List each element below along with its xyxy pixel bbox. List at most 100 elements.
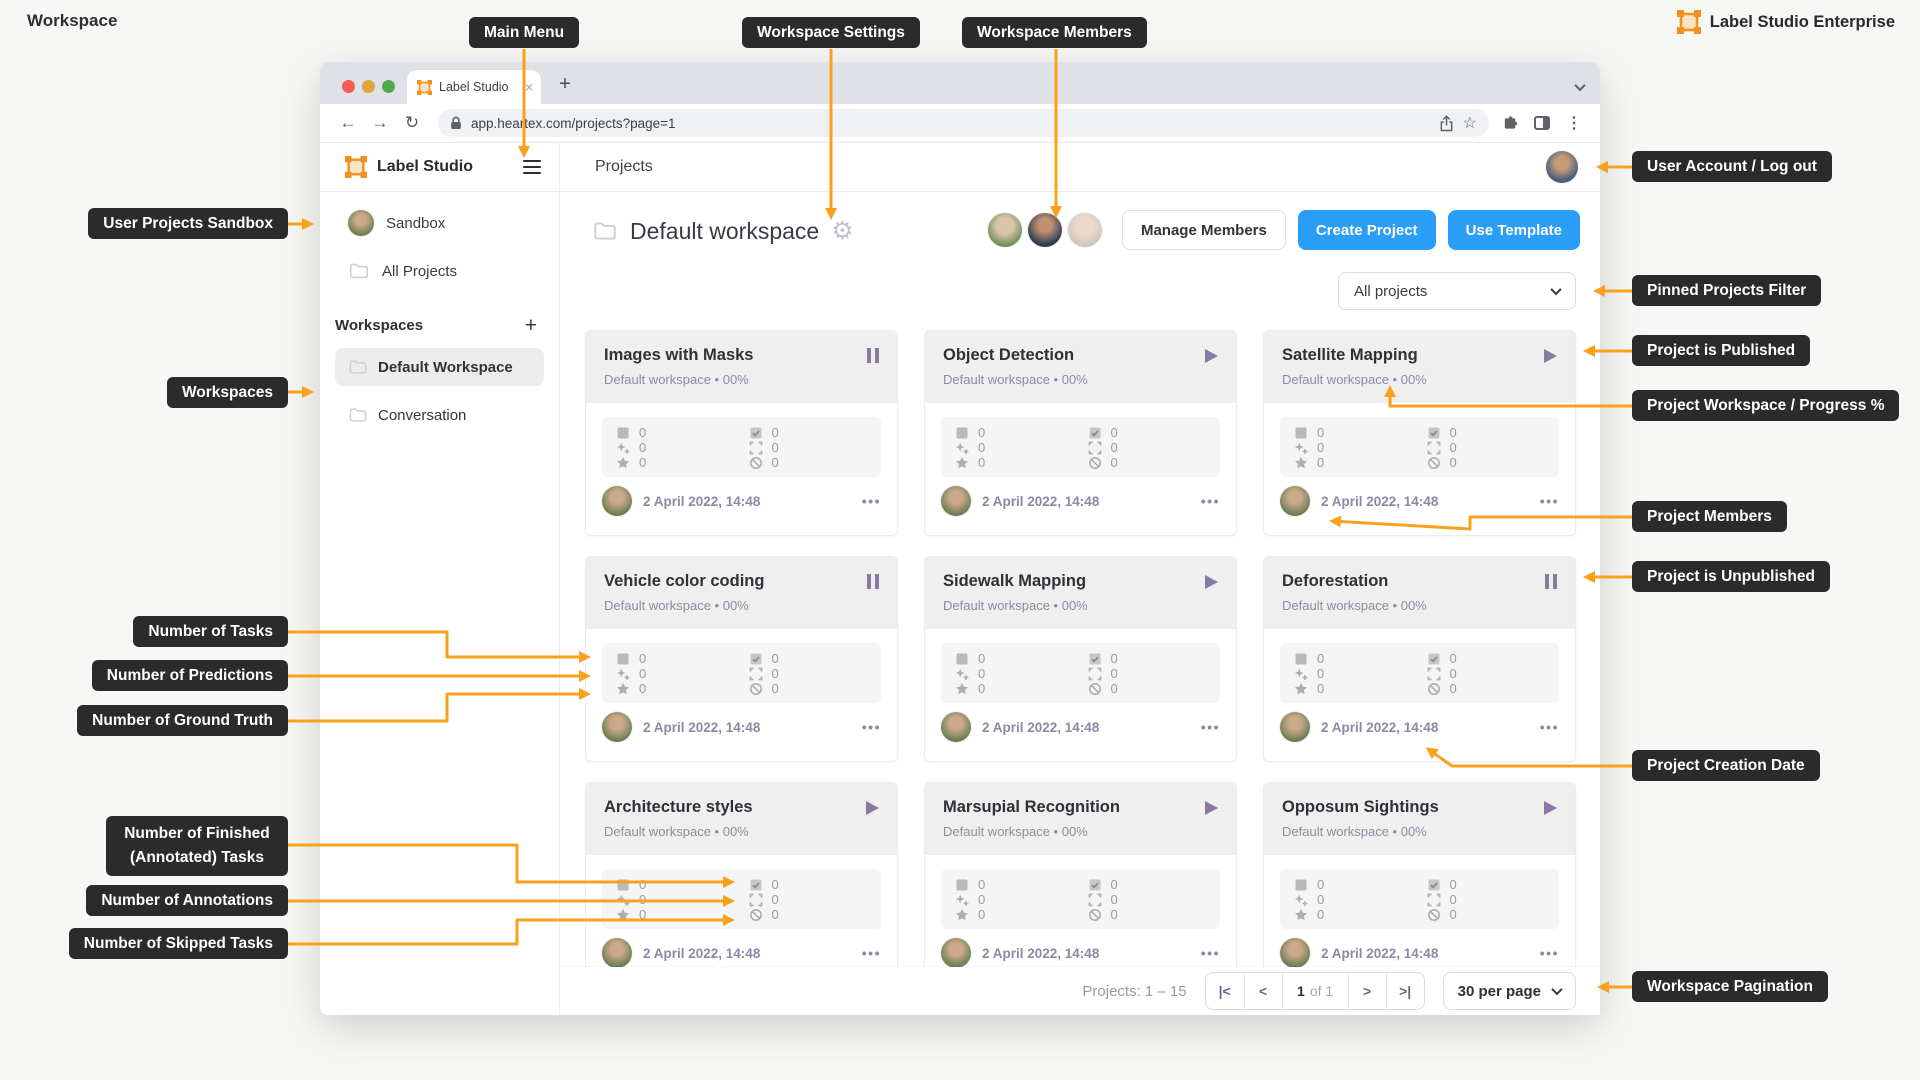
window-zoom-button[interactable]	[382, 80, 395, 93]
browser-tab[interactable]: Label Studio ×	[407, 70, 541, 104]
next-page-button[interactable]	[1347, 973, 1386, 1009]
manage-members-button[interactable]: Manage Members	[1121, 210, 1286, 250]
project-card-footer: 2 April 2022, 14:48	[586, 703, 897, 742]
workspace-settings-gear-icon[interactable]: ⚙	[831, 216, 854, 245]
project-card[interactable]: Vehicle color coding Default workspace •…	[585, 556, 898, 762]
member-avatar[interactable]	[1067, 213, 1102, 247]
annotations-frame-icon	[1427, 667, 1440, 680]
pinned-projects-filter-dropdown[interactable]: All projects	[1338, 272, 1576, 310]
current-page: 1	[1297, 983, 1305, 999]
predictions-count: 0	[639, 666, 647, 681]
add-workspace-button[interactable]: +	[524, 313, 537, 337]
project-card-header: Vehicle color coding Default workspace •…	[586, 557, 897, 629]
finished-count: 0	[771, 651, 779, 666]
skipped-slash-icon	[1427, 908, 1440, 921]
window-close-button[interactable]	[342, 80, 355, 93]
predictions-count: 0	[978, 666, 986, 681]
project-card-header: Images with Masks Default workspace • 00…	[586, 331, 897, 403]
callout-number-of-ground-truth: Number of Ground Truth	[77, 705, 288, 736]
main-menu-hamburger-icon[interactable]	[523, 160, 541, 174]
project-grid: Images with Masks Default workspace • 00…	[585, 330, 1576, 988]
sidebar-item-conversation[interactable]: Conversation	[335, 396, 544, 434]
last-page-button[interactable]	[1385, 973, 1424, 1009]
project-card-header: Satellite Mapping Default workspace • 00…	[1264, 331, 1575, 403]
finished-check-icon	[1089, 427, 1100, 438]
sidebar-item-all-projects[interactable]: All Projects	[320, 250, 559, 292]
member-avatar[interactable]	[1027, 213, 1062, 247]
address-bar[interactable]: app.heartex.com/projects?page=1 ☆	[438, 109, 1489, 137]
bookmark-star-icon[interactable]: ☆	[1462, 115, 1477, 132]
page-indicator: 1 of 1	[1281, 973, 1348, 1009]
member-avatar[interactable]	[987, 213, 1022, 247]
project-menu-button[interactable]	[1540, 719, 1559, 735]
pause-icon[interactable]	[867, 348, 879, 363]
new-tab-button[interactable]: +	[559, 73, 571, 95]
workspaces-header-label: Workspaces	[335, 316, 424, 334]
play-icon[interactable]	[1544, 800, 1557, 815]
project-card[interactable]: Satellite Mapping Default workspace • 00…	[1263, 330, 1576, 536]
tasks-square-icon	[617, 653, 629, 664]
finished-tasks-stat: 0	[749, 877, 882, 892]
play-icon[interactable]	[1205, 574, 1218, 589]
ground-truth-count: 0	[639, 907, 647, 922]
finished-tasks-stat: 0	[1088, 651, 1221, 666]
create-project-button[interactable]: Create Project	[1297, 210, 1436, 250]
use-template-button[interactable]: Use Template	[1447, 210, 1580, 250]
project-card[interactable]: Opposum Sightings Default workspace • 00…	[1263, 782, 1576, 988]
share-icon[interactable]	[1439, 114, 1454, 132]
project-card[interactable]: Marsupial Recognition Default workspace …	[924, 782, 1237, 988]
user-account-avatar[interactable]	[1546, 151, 1578, 183]
project-menu-button[interactable]	[1201, 493, 1220, 509]
project-menu-button[interactable]	[862, 945, 881, 961]
project-menu-button[interactable]	[862, 493, 881, 509]
annotations-count: 0	[1110, 440, 1118, 455]
predictions-stat: 0	[616, 666, 749, 681]
project-menu-button[interactable]	[1540, 493, 1559, 509]
annotations-frame-icon	[1088, 667, 1101, 680]
project-card[interactable]: Images with Masks Default workspace • 00…	[585, 330, 898, 536]
workspace-member-avatars[interactable]	[987, 213, 1102, 247]
first-page-button[interactable]	[1206, 973, 1244, 1009]
play-icon[interactable]	[1544, 348, 1557, 363]
play-icon[interactable]	[1205, 348, 1218, 363]
project-stats: 0 0 0	[602, 643, 881, 703]
play-icon[interactable]	[866, 800, 879, 815]
sidebar-item-sandbox[interactable]: Sandbox	[320, 202, 559, 244]
pause-icon[interactable]	[867, 574, 879, 589]
project-card-header: Sidewalk Mapping Default workspace • 00%	[925, 557, 1236, 629]
finished-count: 0	[1110, 651, 1118, 666]
sidebar-item-default-workspace[interactable]: Default Workspace	[335, 348, 544, 386]
play-icon[interactable]	[1205, 800, 1218, 815]
predictions-sparkle-icon	[616, 442, 630, 454]
back-button[interactable]: ←	[339, 113, 357, 132]
tab-search-chevron-icon[interactable]	[1574, 78, 1586, 96]
pause-icon[interactable]	[1545, 574, 1557, 589]
app-topbar: Label Studio Projects	[320, 143, 1600, 192]
project-menu-button[interactable]	[1540, 945, 1559, 961]
skipped-slash-icon	[1088, 456, 1101, 469]
sandbox-avatar	[348, 210, 374, 236]
project-subtitle: Default workspace • 00%	[943, 598, 1088, 613]
per-page-dropdown[interactable]: 30 per page	[1442, 972, 1576, 1010]
previous-page-button[interactable]	[1243, 973, 1282, 1009]
ground-truth-star-icon	[1295, 456, 1307, 468]
side-panel-icon[interactable]	[1534, 116, 1550, 130]
reload-button[interactable]: ↻	[404, 113, 420, 132]
project-card[interactable]: Architecture styles Default workspace • …	[585, 782, 898, 988]
predictions-sparkle-icon	[1294, 894, 1308, 906]
forward-button[interactable]: →	[371, 113, 389, 132]
tab-close-icon[interactable]: ×	[524, 79, 533, 95]
project-menu-button[interactable]	[862, 719, 881, 735]
project-card[interactable]: Object Detection Default workspace • 00%…	[924, 330, 1237, 536]
window-minimize-button[interactable]	[362, 80, 375, 93]
project-menu-button[interactable]	[1201, 719, 1220, 735]
project-menu-button[interactable]	[1201, 945, 1220, 961]
extensions-puzzle-icon[interactable]	[1501, 115, 1518, 132]
ground-truth-star-icon	[956, 682, 968, 694]
tab-favicon	[417, 79, 432, 95]
project-card[interactable]: Deforestation Default workspace • 00% 0 …	[1263, 556, 1576, 762]
browser-menu-icon[interactable]: ⋮	[1566, 115, 1582, 132]
tasks-count: 0	[978, 651, 986, 666]
project-card[interactable]: Sidewalk Mapping Default workspace • 00%…	[924, 556, 1237, 762]
finished-check-icon	[1428, 427, 1439, 438]
